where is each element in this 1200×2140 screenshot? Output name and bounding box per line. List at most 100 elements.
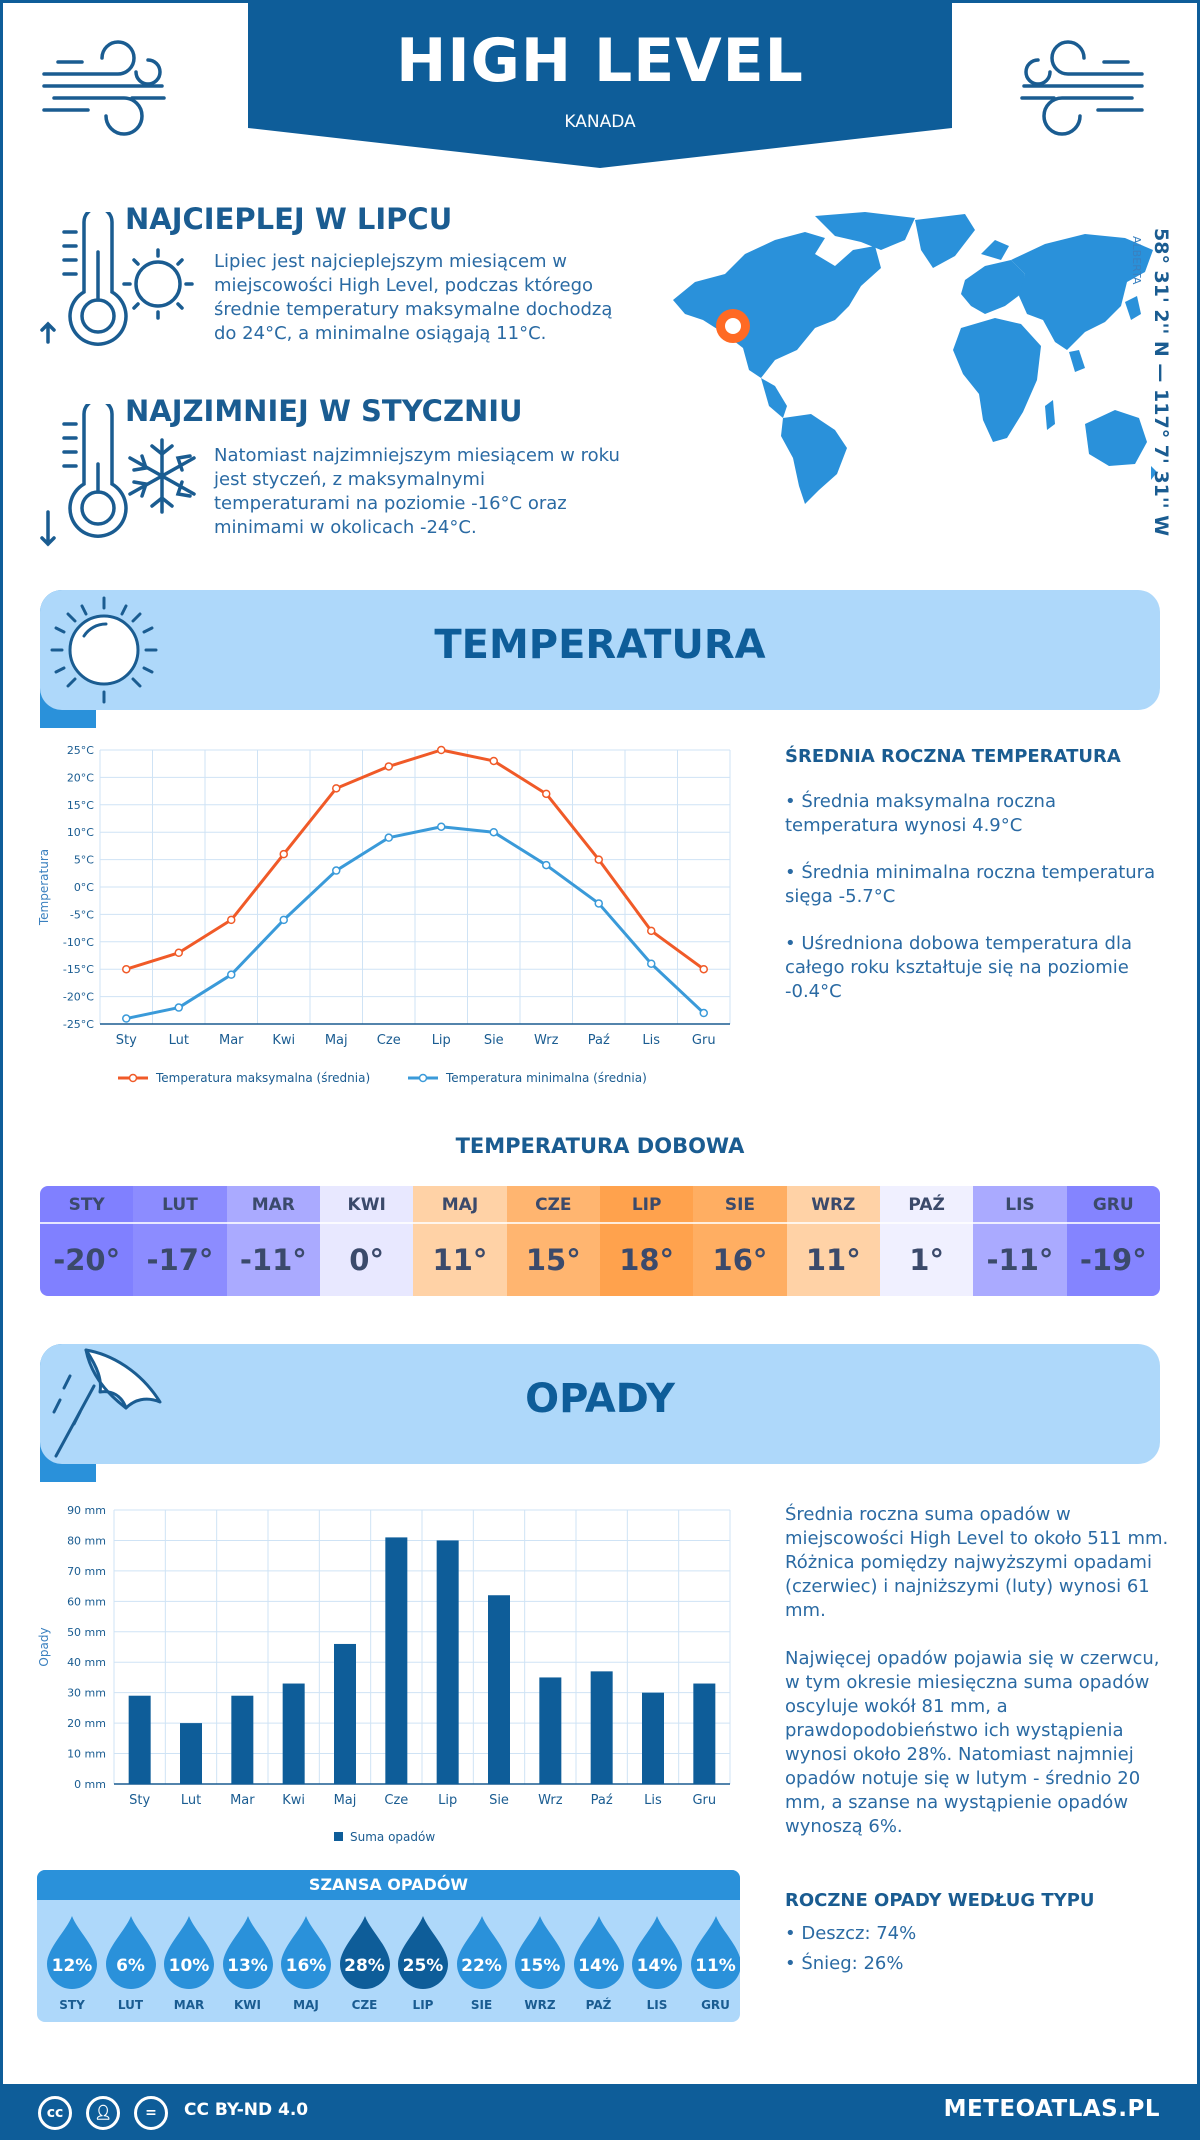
raindrop-icon bbox=[456, 1916, 507, 1989]
data-point bbox=[647, 926, 656, 936]
data-point bbox=[332, 784, 341, 793]
y-tick-label: -20°C bbox=[63, 991, 94, 1004]
chance-percent: 13% bbox=[227, 1956, 268, 1976]
daily-cell: CZE 15° bbox=[506, 1186, 600, 1296]
daily-month: LIS bbox=[973, 1186, 1067, 1224]
y-tick-label: 30 mm bbox=[67, 1687, 106, 1700]
data-point bbox=[489, 827, 498, 837]
daily-cell: MAJ 11° bbox=[413, 1186, 507, 1296]
annual-temperature-min: • Średnia minimalna roczna temperatura s… bbox=[785, 862, 1156, 907]
raindrop: 16% MAJ bbox=[277, 1914, 335, 2012]
y-tick-label: 70 mm bbox=[67, 1565, 106, 1578]
data-point bbox=[227, 970, 236, 979]
x-tick-label: Maj bbox=[325, 1033, 348, 1048]
attribution-icon: 👤︎ bbox=[86, 2096, 120, 2130]
coldest-text: Natomiast najzimniejszym miesiącem w rok… bbox=[214, 445, 620, 538]
hottest-title: NAJCIEPLEJ W LIPCU bbox=[125, 202, 453, 236]
raindrop-icon bbox=[105, 1916, 156, 1989]
x-tick-label: Kwi bbox=[272, 1033, 295, 1048]
daily-value: 11° bbox=[432, 1243, 488, 1277]
raindrop: 14% PAŹ bbox=[570, 1914, 628, 2012]
daily-value: -19° bbox=[1079, 1243, 1147, 1277]
chance-month: PAŹ bbox=[585, 1998, 612, 2012]
precipitation-details: Najwięcej opadów pojawia się w czerwcu, … bbox=[785, 1648, 1160, 1837]
chance-month: SIE bbox=[470, 1998, 493, 2012]
data-point bbox=[489, 756, 498, 766]
daily-cell: LUT -17° bbox=[133, 1186, 227, 1296]
y-tick-label: 40 mm bbox=[67, 1656, 106, 1669]
chance-month: LIP bbox=[412, 1998, 434, 2012]
daily-value: -11° bbox=[239, 1243, 307, 1277]
y-tick-label: 90 mm bbox=[67, 1504, 106, 1517]
data-point bbox=[122, 964, 131, 974]
daily-month: PAŹ bbox=[879, 1186, 974, 1224]
x-tick-label: Lut bbox=[169, 1033, 189, 1048]
annual-temperature-avg: • Uśredniona dobowa temperatura dla całe… bbox=[785, 933, 1133, 1002]
x-tick-label: Kwi bbox=[282, 1793, 305, 1808]
x-tick-label: Lip bbox=[432, 1033, 451, 1048]
x-tick-label: Wrz bbox=[534, 1033, 559, 1048]
y-axis-label: Temperatura bbox=[37, 849, 51, 926]
chance-percent: 10% bbox=[168, 1956, 210, 1976]
temperature-banner bbox=[40, 590, 1160, 710]
daily-value: 18° bbox=[619, 1243, 675, 1277]
data-point bbox=[384, 762, 393, 771]
hottest-text: Lipiec jest najcieplejszym miesiącem w m… bbox=[214, 251, 613, 344]
x-tick-label: Cze bbox=[377, 1033, 401, 1048]
coldest-title: NAJZIMNIEJ W STYCZNIU bbox=[125, 394, 523, 428]
chance-month: WRZ bbox=[524, 1998, 556, 2012]
chance-percent: 25% bbox=[402, 1956, 444, 1976]
precipitation-banner bbox=[40, 1344, 1160, 1464]
footer: cc 👤︎ = CC BY-ND 4.0 METEOATLAS.PL bbox=[0, 2084, 1200, 2140]
bar bbox=[231, 1695, 254, 1784]
y-tick-label: 10 mm bbox=[67, 1748, 106, 1761]
y-tick-label: 15°C bbox=[67, 799, 94, 812]
data-point bbox=[227, 915, 236, 925]
umbrella-rain-icon bbox=[52, 1348, 162, 1458]
site-link[interactable]: METEOATLAS.PL bbox=[943, 2096, 1160, 2122]
bar bbox=[539, 1677, 562, 1784]
data-point bbox=[647, 959, 656, 968]
chance-month: LUT bbox=[117, 1998, 144, 2012]
y-tick-label: 0 mm bbox=[74, 1778, 106, 1791]
x-tick-label: Wrz bbox=[538, 1793, 563, 1808]
chance-percent: 14% bbox=[636, 1956, 678, 1976]
daily-cell: MAR -11° bbox=[226, 1186, 320, 1296]
license-label: CC BY-ND 4.0 bbox=[184, 2100, 309, 2120]
data-point bbox=[542, 860, 551, 870]
daily-month: CZE bbox=[506, 1186, 600, 1224]
daily-value: -17° bbox=[146, 1243, 214, 1277]
chance-percent: 11% bbox=[695, 1956, 736, 1976]
daily-month: GRU bbox=[1066, 1186, 1160, 1224]
y-tick-label: -25°C bbox=[63, 1018, 94, 1031]
data-point bbox=[384, 833, 393, 842]
data-point bbox=[174, 948, 183, 958]
x-tick-label: Gru bbox=[692, 1793, 716, 1808]
region-label: ALBERTA bbox=[1130, 236, 1143, 285]
chance-percent: 12% bbox=[51, 1956, 93, 1976]
raindrop: 14% LIS bbox=[628, 1914, 686, 2012]
world-map bbox=[673, 212, 1157, 504]
x-tick-label: Sie bbox=[489, 1793, 509, 1808]
y-tick-label: 5°C bbox=[74, 854, 94, 867]
annual-temperature-max: • Średnia maksymalna roczna temperatura … bbox=[785, 791, 1056, 836]
daily-month: LIP bbox=[599, 1186, 694, 1224]
legend-swatch bbox=[334, 1832, 343, 1841]
daily-cell: SIE 16° bbox=[693, 1186, 787, 1296]
y-tick-label: -10°C bbox=[63, 936, 94, 949]
bar bbox=[385, 1537, 408, 1784]
daily-month: SIE bbox=[693, 1186, 787, 1224]
daily-value: 15° bbox=[525, 1243, 581, 1277]
data-point bbox=[279, 915, 288, 925]
daily-cell: STY -20° bbox=[40, 1186, 134, 1296]
raindrop-icon bbox=[222, 1916, 273, 1989]
legend-marker bbox=[418, 1073, 428, 1083]
data-point bbox=[594, 855, 603, 864]
temperature-chart: -25°C -20°C -15°C -10°C -5°C 0°C 5°C 10°C 15°C 20… bbox=[37, 744, 731, 1085]
bar bbox=[693, 1683, 716, 1784]
raindrop-icon bbox=[515, 1916, 565, 1989]
x-tick-label: Paź bbox=[588, 1033, 610, 1048]
raindrop: 10% MAR bbox=[160, 1914, 218, 2012]
raindrop-icon bbox=[339, 1916, 390, 1989]
chance-month: STY bbox=[59, 1998, 85, 2012]
